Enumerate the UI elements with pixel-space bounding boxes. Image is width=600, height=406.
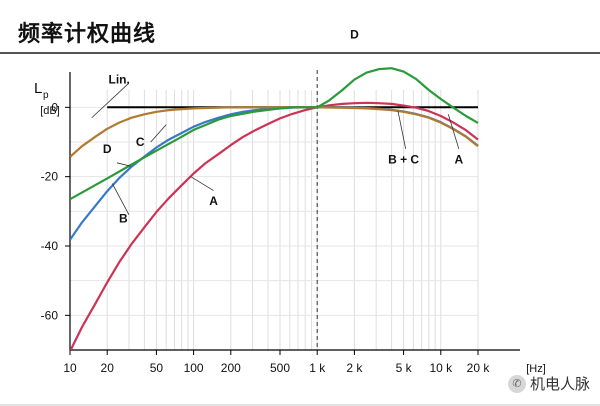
y-tick-label: -40: [41, 239, 59, 253]
y-tick-label: -60: [41, 308, 59, 322]
chart-curve-labels: Lin. C D B A D B + C A: [91, 28, 464, 225]
page-title: 频率计权曲线: [18, 22, 157, 47]
curve-label: A: [209, 194, 218, 208]
label-leader: [397, 110, 407, 150]
curve-label: B + C: [388, 152, 419, 166]
curve-label: C: [136, 135, 145, 149]
title-divider: [0, 52, 600, 54]
y-axis-label-subscript: p: [43, 90, 49, 101]
chart-axes: [69, 70, 520, 351]
label-leader: [447, 114, 460, 150]
x-tick-label: 5 k: [396, 361, 413, 375]
label-leader: [190, 176, 214, 191]
curve-label: D: [350, 28, 359, 42]
wechat-icon: ✆: [507, 374, 526, 393]
y-axis-unit: [dB]: [40, 105, 60, 117]
x-tick-label: 10: [63, 361, 77, 375]
footer-divider: [0, 404, 600, 406]
y-axis-label: L: [34, 80, 42, 97]
x-tick-label: 200: [221, 361, 241, 375]
x-tick-label: 100: [184, 361, 204, 375]
x-tick-label: 50: [150, 361, 164, 375]
label-leader: [116, 162, 131, 167]
curve-label: A: [455, 152, 464, 166]
chart-ticks: 10 20 50 100 200 500 1 k 2 k 5 k 10 k 20 k 0 -20 -40 -…: [34, 80, 546, 375]
x-tick-label: 500: [270, 361, 290, 375]
chart-grid: [69, 90, 479, 350]
watermark: ✆ 机电人脉: [507, 373, 590, 394]
x-tick-label: 20: [101, 361, 115, 375]
y-tick-label: 0: [51, 100, 58, 114]
x-axis-label: [Hz]: [526, 363, 546, 375]
x-tick-label: 2 k: [346, 361, 363, 375]
curve-a: [70, 101, 479, 350]
y-tick-label: -20: [41, 170, 59, 184]
curve-label: B: [119, 211, 128, 225]
label-leader: [150, 124, 167, 143]
curve-d: [70, 67, 479, 201]
curve-b: [70, 106, 479, 241]
watermark-text: 机电人脉: [529, 375, 590, 393]
x-tick-label: 10 k: [429, 361, 453, 375]
label-leader: [111, 183, 130, 215]
chart-curves: [70, 67, 479, 350]
curve-label: Lin.: [109, 73, 130, 87]
label-leader: [91, 82, 130, 119]
curve-label: D: [103, 142, 112, 156]
curve-c: [70, 106, 479, 158]
x-tick-label: 1 k: [309, 361, 326, 375]
x-tick-label: 20 k: [467, 361, 491, 375]
